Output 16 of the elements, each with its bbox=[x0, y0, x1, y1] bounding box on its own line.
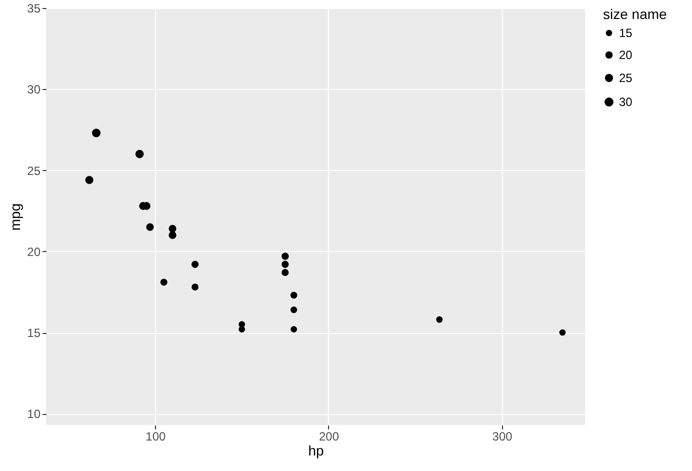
y-tick-label: 35 bbox=[27, 2, 41, 16]
x-tick-label: 100 bbox=[146, 430, 166, 444]
legend-label: 25 bbox=[619, 71, 633, 85]
y-tick-label: 30 bbox=[27, 82, 41, 97]
legend-label: 15 bbox=[619, 26, 633, 40]
x-tick-label: 200 bbox=[318, 430, 340, 444]
legend-label: 20 bbox=[619, 48, 633, 62]
y-tick-label: 20 bbox=[27, 244, 41, 259]
y-tick-label: 10 bbox=[27, 407, 41, 422]
y-tick-label: 15 bbox=[27, 326, 41, 340]
legend-title: size name bbox=[603, 6, 668, 22]
y-tick-label: 25 bbox=[27, 164, 41, 178]
legend-label: 30 bbox=[619, 95, 633, 109]
x-axis-title: hp bbox=[308, 442, 324, 458]
x-tick-label: 300 bbox=[492, 430, 513, 444]
y-axis-title: mpg bbox=[7, 203, 24, 231]
